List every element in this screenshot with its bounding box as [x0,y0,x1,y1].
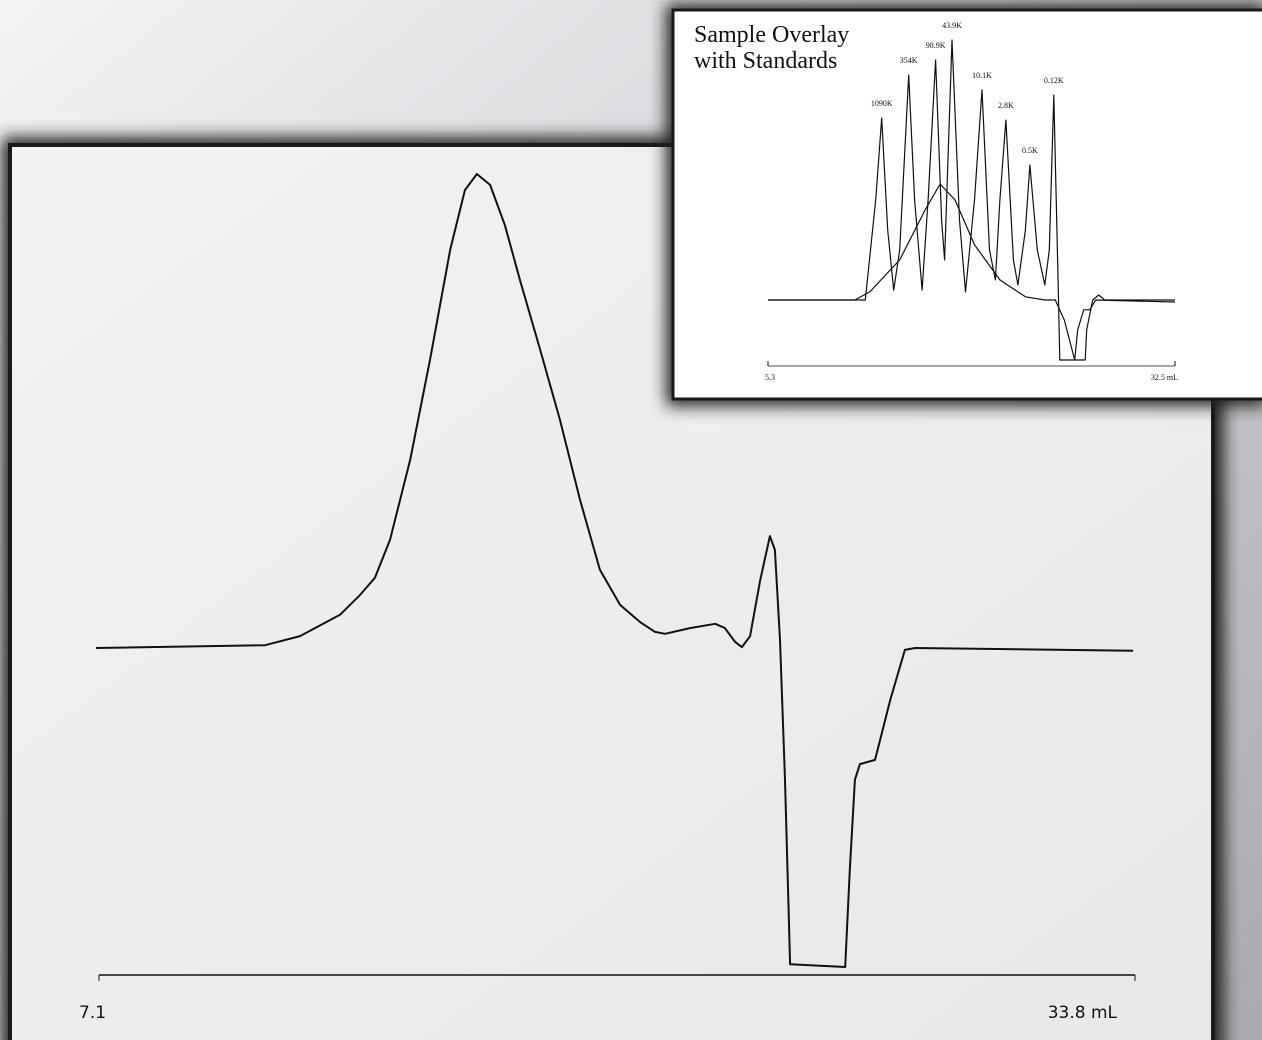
main-chart: 7.1 33.8 mL [79,173,1136,1023]
inset-chart: 5.3 32.5 mL 1090K 354K 98.9K 43.9K 10.1K 2.8K 0.… [765,21,1178,382]
trace [768,39,1176,361]
peak-label: 354K [900,56,918,65]
x-tick-label: 5.3 [765,373,775,382]
x-tick-label: 32.5 mL [1151,373,1178,382]
inset-title: Sample Overlay with Standards [694,22,850,74]
peak-label: 0.5K [1022,146,1038,155]
peak-label: 10.1K [972,71,992,80]
peak-label: 0.12K [1044,76,1064,85]
peak-label: 43.9K [942,21,962,30]
peak-label: 2.8K [998,101,1014,110]
x-tick-label: 7.1 [79,1003,106,1023]
trace [95,173,1134,968]
peak-label: 98.9K [926,41,946,50]
x-tick-label: 33.8 mL [1048,1003,1118,1023]
peak-label: 1090K [871,99,893,108]
inset-panel [671,8,1262,401]
trace [768,183,1175,361]
